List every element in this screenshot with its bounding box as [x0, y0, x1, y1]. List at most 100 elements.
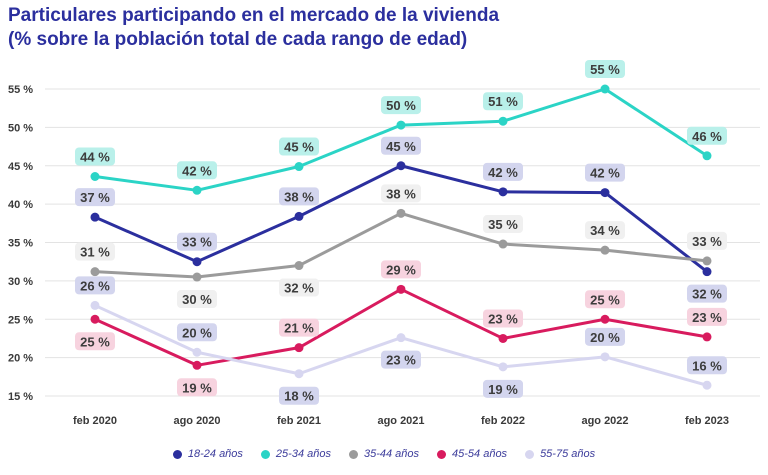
y-tick-label: 35 %	[8, 238, 33, 250]
chart-title-line-2: (% sobre la población total de cada rang…	[8, 29, 468, 50]
data-label: 45 %	[279, 137, 319, 156]
data-label: 51 %	[483, 92, 523, 111]
data-point	[396, 161, 406, 171]
data-label-text: 23 %	[692, 310, 722, 325]
data-label-background	[483, 309, 523, 328]
data-label: 25 %	[75, 332, 115, 351]
data-label-background	[279, 386, 319, 405]
legend-item: 35-44 años	[348, 448, 419, 460]
data-label: 23 %	[483, 309, 523, 328]
data-label-text: 26 %	[80, 278, 110, 293]
data-label-background	[483, 92, 523, 111]
data-label: 42 %	[483, 162, 523, 181]
data-point	[600, 314, 610, 324]
x-tick-label: feb 2021	[277, 415, 321, 427]
data-label-background	[75, 276, 115, 295]
data-label-background	[381, 136, 421, 155]
data-label-text: 19 %	[488, 382, 518, 397]
data-point	[702, 151, 712, 161]
data-point	[294, 162, 304, 172]
data-labels: 37 % 33 % 38 % 45 % 42 % 42 % 32 % 44 % 42 % 45 %…	[75, 60, 727, 405]
data-label-background	[381, 184, 421, 203]
y-tick-label: 15 %	[8, 391, 33, 403]
data-label-text: 50 %	[386, 98, 416, 113]
data-label-background	[585, 221, 625, 240]
data-point	[702, 332, 712, 342]
data-label-text: 38 %	[284, 189, 314, 204]
data-label-text: 32 %	[284, 281, 314, 296]
x-tick-label: ago 2022	[581, 415, 628, 427]
data-point	[192, 272, 202, 282]
data-label: 20 %	[585, 327, 625, 346]
data-label-background	[585, 163, 625, 182]
legend-label: 55-75 años	[540, 448, 596, 460]
data-label-text: 34 %	[590, 223, 620, 238]
data-label-text: 35 %	[488, 217, 518, 232]
legend-label: 25-34 años	[275, 448, 331, 460]
data-label-background	[381, 260, 421, 279]
data-point	[600, 245, 610, 255]
data-point	[702, 256, 712, 266]
data-point	[192, 347, 202, 357]
data-label: 44 %	[75, 147, 115, 166]
data-label-background	[687, 307, 727, 326]
data-label-text: 19 %	[182, 380, 212, 395]
data-label-background	[279, 318, 319, 337]
data-label-text: 25 %	[80, 334, 110, 349]
data-label-background	[585, 60, 625, 78]
data-point	[396, 120, 406, 130]
data-label-text: 51 %	[488, 94, 518, 109]
data-point	[396, 284, 406, 294]
x-tick-label: feb 2020	[73, 415, 117, 427]
data-label-background	[177, 378, 217, 397]
data-label-background	[687, 284, 727, 303]
data-point	[702, 267, 712, 277]
data-point	[702, 380, 712, 390]
data-label-text: 32 %	[692, 287, 722, 302]
data-label: 31 %	[75, 242, 115, 261]
x-axis: feb 2020 ago 2020 feb 2021 ago 2021 feb 2022…	[73, 415, 729, 427]
data-label-text: 45 %	[386, 139, 416, 154]
data-label: 38 %	[279, 187, 319, 206]
data-label-text: 23 %	[386, 353, 416, 368]
data-label: 23 %	[381, 350, 421, 369]
data-label-background	[279, 187, 319, 206]
data-label: 38 %	[381, 184, 421, 203]
legend-item: 55-75 años	[525, 448, 595, 460]
data-point	[192, 257, 202, 267]
data-label-background	[585, 290, 625, 309]
data-label-text: 30 %	[182, 292, 212, 307]
data-label: 20 %	[177, 323, 217, 342]
y-axis: 15 % 20 % 25 % 30 % 35 % 40 % 45 % 50 % 55 %	[8, 84, 33, 403]
data-label: 30 %	[177, 290, 217, 309]
data-point	[498, 333, 508, 343]
data-label: 34 %	[585, 221, 625, 240]
data-point	[192, 360, 202, 370]
series-points	[90, 84, 712, 390]
x-tick-label: ago 2021	[377, 415, 424, 427]
data-point	[90, 171, 100, 181]
data-label-background	[381, 350, 421, 369]
data-label-text: 31 %	[80, 245, 110, 260]
data-label-background	[687, 126, 727, 145]
data-label-text: 45 %	[284, 140, 314, 155]
y-tick-label: 55 %	[8, 84, 33, 96]
data-label: 50 %	[381, 96, 421, 115]
legend-item: 45-54 años	[437, 448, 507, 460]
data-label-text: 44 %	[80, 149, 110, 164]
data-label-background	[177, 232, 217, 251]
data-label-text: 42 %	[488, 165, 518, 180]
legend-item: 25-34 años	[260, 448, 331, 460]
data-point	[498, 239, 508, 249]
data-label: 55 %	[585, 60, 625, 78]
data-point	[498, 187, 508, 197]
data-label: 26 %	[75, 276, 115, 295]
data-label-text: 33 %	[692, 234, 722, 249]
data-point	[90, 314, 100, 324]
data-point	[294, 261, 304, 271]
legend-item: 18-24 años	[172, 448, 243, 460]
data-label: 45 %	[381, 136, 421, 155]
data-label-background	[279, 278, 319, 297]
data-point	[90, 212, 100, 222]
